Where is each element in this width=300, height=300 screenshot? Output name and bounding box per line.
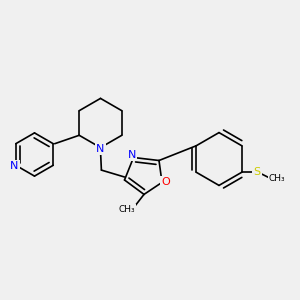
Text: S: S: [253, 167, 260, 177]
Text: N: N: [10, 161, 19, 171]
Text: N: N: [96, 144, 105, 154]
Text: O: O: [161, 177, 170, 188]
Text: CH₃: CH₃: [269, 174, 286, 183]
Text: CH₃: CH₃: [118, 205, 135, 214]
Text: N: N: [128, 150, 136, 160]
